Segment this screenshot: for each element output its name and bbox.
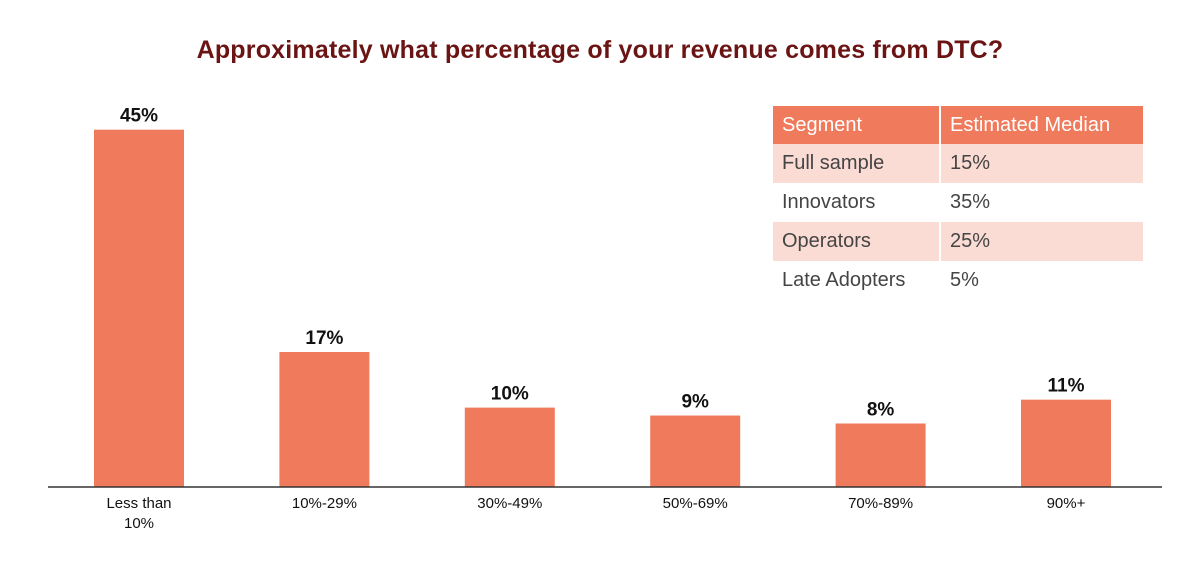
table-row: Operators 25% — [773, 222, 1143, 261]
x-tick-label: Less than 10% — [106, 495, 171, 532]
bars-layer: 45% Less than 10% 17% 10%-29% 10% 30%-49% 9% 50%… — [94, 106, 1111, 532]
x-tick-label: 50%-69% — [663, 495, 728, 512]
median-cell: 35% — [950, 191, 991, 213]
segment-cell: Full sample — [773, 144, 939, 183]
x-tick-label: 90%+ — [1047, 495, 1086, 512]
bar — [650, 415, 741, 487]
segment-cell: Operators — [773, 222, 939, 261]
median-cell: 15% — [941, 144, 1143, 183]
median-cell: 5% — [950, 269, 979, 291]
segment-median-table: Segment Estimated Median Full sample 15%… — [771, 106, 1145, 300]
bar — [835, 423, 926, 487]
table-row: Late Adopters 5% — [773, 261, 1143, 300]
x-tick-label: 30%-49% — [477, 495, 542, 512]
x-tick-label: 70%-89% — [848, 495, 913, 512]
chart-title: Approximately what percentage of your re… — [196, 36, 1004, 64]
table-header-row: Segment Estimated Median — [773, 106, 1143, 144]
segment-cell: Late Adopters — [782, 269, 906, 291]
bar-value-label: 9% — [681, 392, 709, 413]
bar-value-label: 10% — [491, 384, 529, 405]
header-estimated-median: Estimated Median — [941, 106, 1143, 144]
bar-value-label: 17% — [305, 328, 343, 349]
bar — [94, 129, 184, 487]
bar-value-label: 11% — [1048, 376, 1085, 397]
x-tick-label: 10%-29% — [292, 495, 357, 512]
bar-value-label: 8% — [867, 399, 895, 420]
segment-cell: Innovators — [782, 191, 876, 213]
header-segment: Segment — [773, 106, 939, 144]
table-row: Full sample 15% — [773, 144, 1143, 183]
bar — [1021, 399, 1111, 487]
bar-value-label: 45% — [120, 106, 158, 127]
median-cell: 25% — [941, 222, 1143, 261]
table-row: Innovators 35% — [773, 183, 1143, 222]
bar — [464, 407, 555, 487]
bar — [279, 352, 370, 487]
